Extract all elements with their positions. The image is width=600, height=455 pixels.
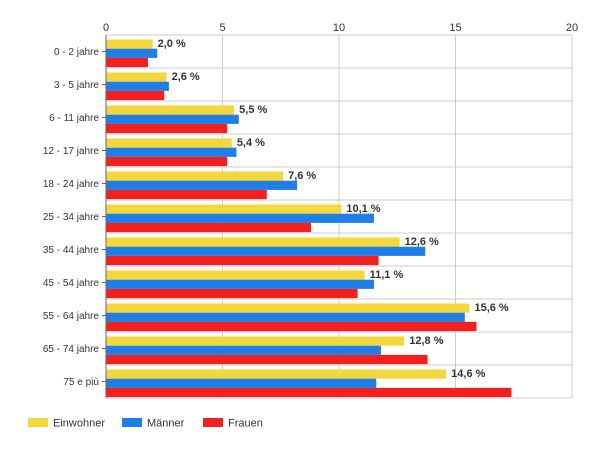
bar-einwohner	[106, 72, 167, 82]
x-tick-label: 20	[566, 22, 578, 34]
bar-frauen	[106, 255, 379, 266]
y-tick-label: 3 - 5 jahre	[54, 80, 99, 91]
bar-einwohner	[106, 105, 235, 115]
bar-einwohner	[106, 270, 365, 280]
axes: 0 5 10 15 20 0 - 2 jahre 3 - 5 jahre 6 - 11 jah…	[43, 22, 578, 398]
data-label: 12,6 %	[405, 236, 439, 248]
bar-mnner	[106, 279, 374, 289]
legend-swatch	[203, 418, 223, 427]
y-tick-label: 75 e più	[63, 377, 99, 388]
bar-mnner	[106, 246, 426, 256]
data-label: 5,5 %	[239, 104, 267, 116]
legend-label: Einwohner	[53, 418, 105, 430]
bar-einwohner	[106, 171, 284, 181]
bar-einwohner	[106, 336, 405, 346]
y-tick-label: 55 - 64 jahre	[43, 311, 100, 322]
y-tick-label: 12 - 17 jahre	[43, 146, 100, 157]
bar-mnner	[106, 378, 377, 388]
bars	[106, 39, 512, 398]
y-tick-label: 25 - 34 jahre	[43, 212, 100, 223]
bar-frauen	[106, 321, 477, 332]
bar-einwohner	[106, 303, 470, 313]
x-tick-label: 5	[219, 22, 225, 34]
bar-frauen	[106, 222, 312, 233]
bar-frauen	[106, 189, 267, 200]
x-tick-label: 10	[333, 22, 345, 34]
bar-mnner	[106, 312, 465, 322]
bar-einwohner	[106, 138, 232, 148]
bar-einwohner	[106, 39, 153, 49]
data-label: 15,6 %	[474, 302, 508, 314]
legend-swatch	[28, 418, 48, 427]
gridlines	[105, 34, 573, 399]
legend: Einwohner Männer Frauen	[28, 418, 263, 430]
data-label: 11,1 %	[370, 269, 404, 281]
data-label: 14,6 %	[451, 368, 485, 380]
y-tick-label: 0 - 2 jahre	[54, 47, 99, 58]
bar-frauen	[106, 156, 228, 167]
bar-einwohner	[106, 369, 447, 379]
bar-mnner	[106, 180, 298, 190]
data-label: 2,6 %	[172, 71, 200, 83]
bar-einwohner	[106, 204, 342, 214]
x-tick-label: 0	[103, 22, 109, 34]
data-label: 7,6 %	[288, 170, 316, 182]
legend-label: Männer	[147, 418, 185, 430]
data-labels: 2,0 % 2,6 % 5,5 % 5,4 % 7,6 % 10,1 % 12,6 % 11,…	[158, 38, 509, 380]
data-label: 2,0 %	[158, 38, 186, 50]
bar-mnner	[106, 48, 158, 58]
bar-mnner	[106, 213, 374, 223]
y-tick-label: 6 - 11 jahre	[49, 113, 99, 124]
bar-einwohner	[106, 237, 400, 247]
bar-frauen	[106, 354, 428, 365]
data-label: 12,8 %	[409, 335, 443, 347]
y-tick-label: 18 - 24 jahre	[43, 179, 100, 190]
bar-frauen	[106, 387, 512, 398]
data-label: 5,4 %	[237, 137, 265, 149]
y-tick-label: 35 - 44 jahre	[43, 245, 100, 256]
legend-label: Frauen	[228, 418, 263, 430]
y-tick-label: 45 - 54 jahre	[43, 278, 100, 289]
bar-frauen	[106, 57, 148, 68]
data-label: 10,1 %	[346, 203, 380, 215]
bar-frauen	[106, 288, 358, 299]
legend-swatch	[122, 418, 142, 427]
x-tick-label: 15	[449, 22, 461, 34]
y-tick-label: 65 - 74 jahre	[43, 344, 100, 355]
bar-mnner	[106, 345, 381, 355]
bar-frauen	[106, 90, 165, 101]
bar-mnner	[106, 114, 239, 124]
bar-frauen	[106, 123, 228, 134]
bar-mnner	[106, 147, 237, 157]
bar-mnner	[106, 81, 169, 91]
